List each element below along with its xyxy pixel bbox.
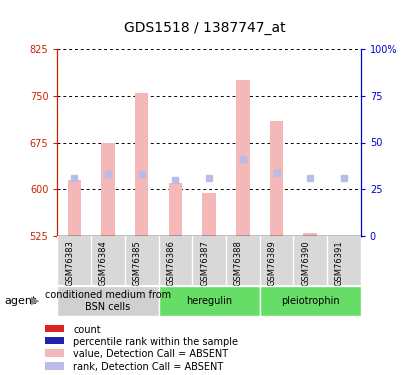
Text: GSM76388: GSM76388: [233, 240, 242, 286]
Bar: [45, 337, 64, 344]
Bar: [259, 286, 360, 316]
Text: GSM76386: GSM76386: [166, 240, 175, 286]
Text: pleiotrophin: pleiotrophin: [280, 296, 339, 306]
Bar: [57, 236, 360, 285]
Text: GSM76383: GSM76383: [65, 240, 74, 286]
Bar: [45, 325, 64, 332]
Bar: [168, 183, 182, 236]
Text: conditioned medium from
BSN cells: conditioned medium from BSN cells: [45, 290, 171, 312]
Bar: [135, 93, 148, 236]
Bar: [67, 180, 81, 236]
Bar: [303, 233, 316, 236]
Text: GSM76387: GSM76387: [200, 240, 209, 286]
Bar: [236, 80, 249, 236]
Bar: [202, 192, 215, 236]
Text: heregulin: heregulin: [186, 296, 231, 306]
Bar: [269, 121, 283, 236]
Text: count: count: [73, 325, 101, 335]
Bar: [158, 286, 259, 316]
Bar: [101, 142, 115, 236]
Text: agent: agent: [4, 296, 36, 306]
Bar: [57, 286, 158, 316]
Bar: [45, 362, 64, 370]
Text: GSM76390: GSM76390: [301, 240, 310, 286]
Text: percentile rank within the sample: percentile rank within the sample: [73, 337, 238, 347]
Text: rank, Detection Call = ABSENT: rank, Detection Call = ABSENT: [73, 362, 223, 372]
Text: GSM76389: GSM76389: [267, 240, 276, 286]
Text: GSM76384: GSM76384: [99, 240, 108, 286]
Text: GSM76385: GSM76385: [133, 240, 142, 286]
Text: GSM76391: GSM76391: [334, 240, 343, 286]
Text: ▶: ▶: [31, 296, 39, 306]
Bar: [45, 349, 64, 357]
Text: GDS1518 / 1387747_at: GDS1518 / 1387747_at: [124, 21, 285, 34]
Text: value, Detection Call = ABSENT: value, Detection Call = ABSENT: [73, 349, 228, 359]
